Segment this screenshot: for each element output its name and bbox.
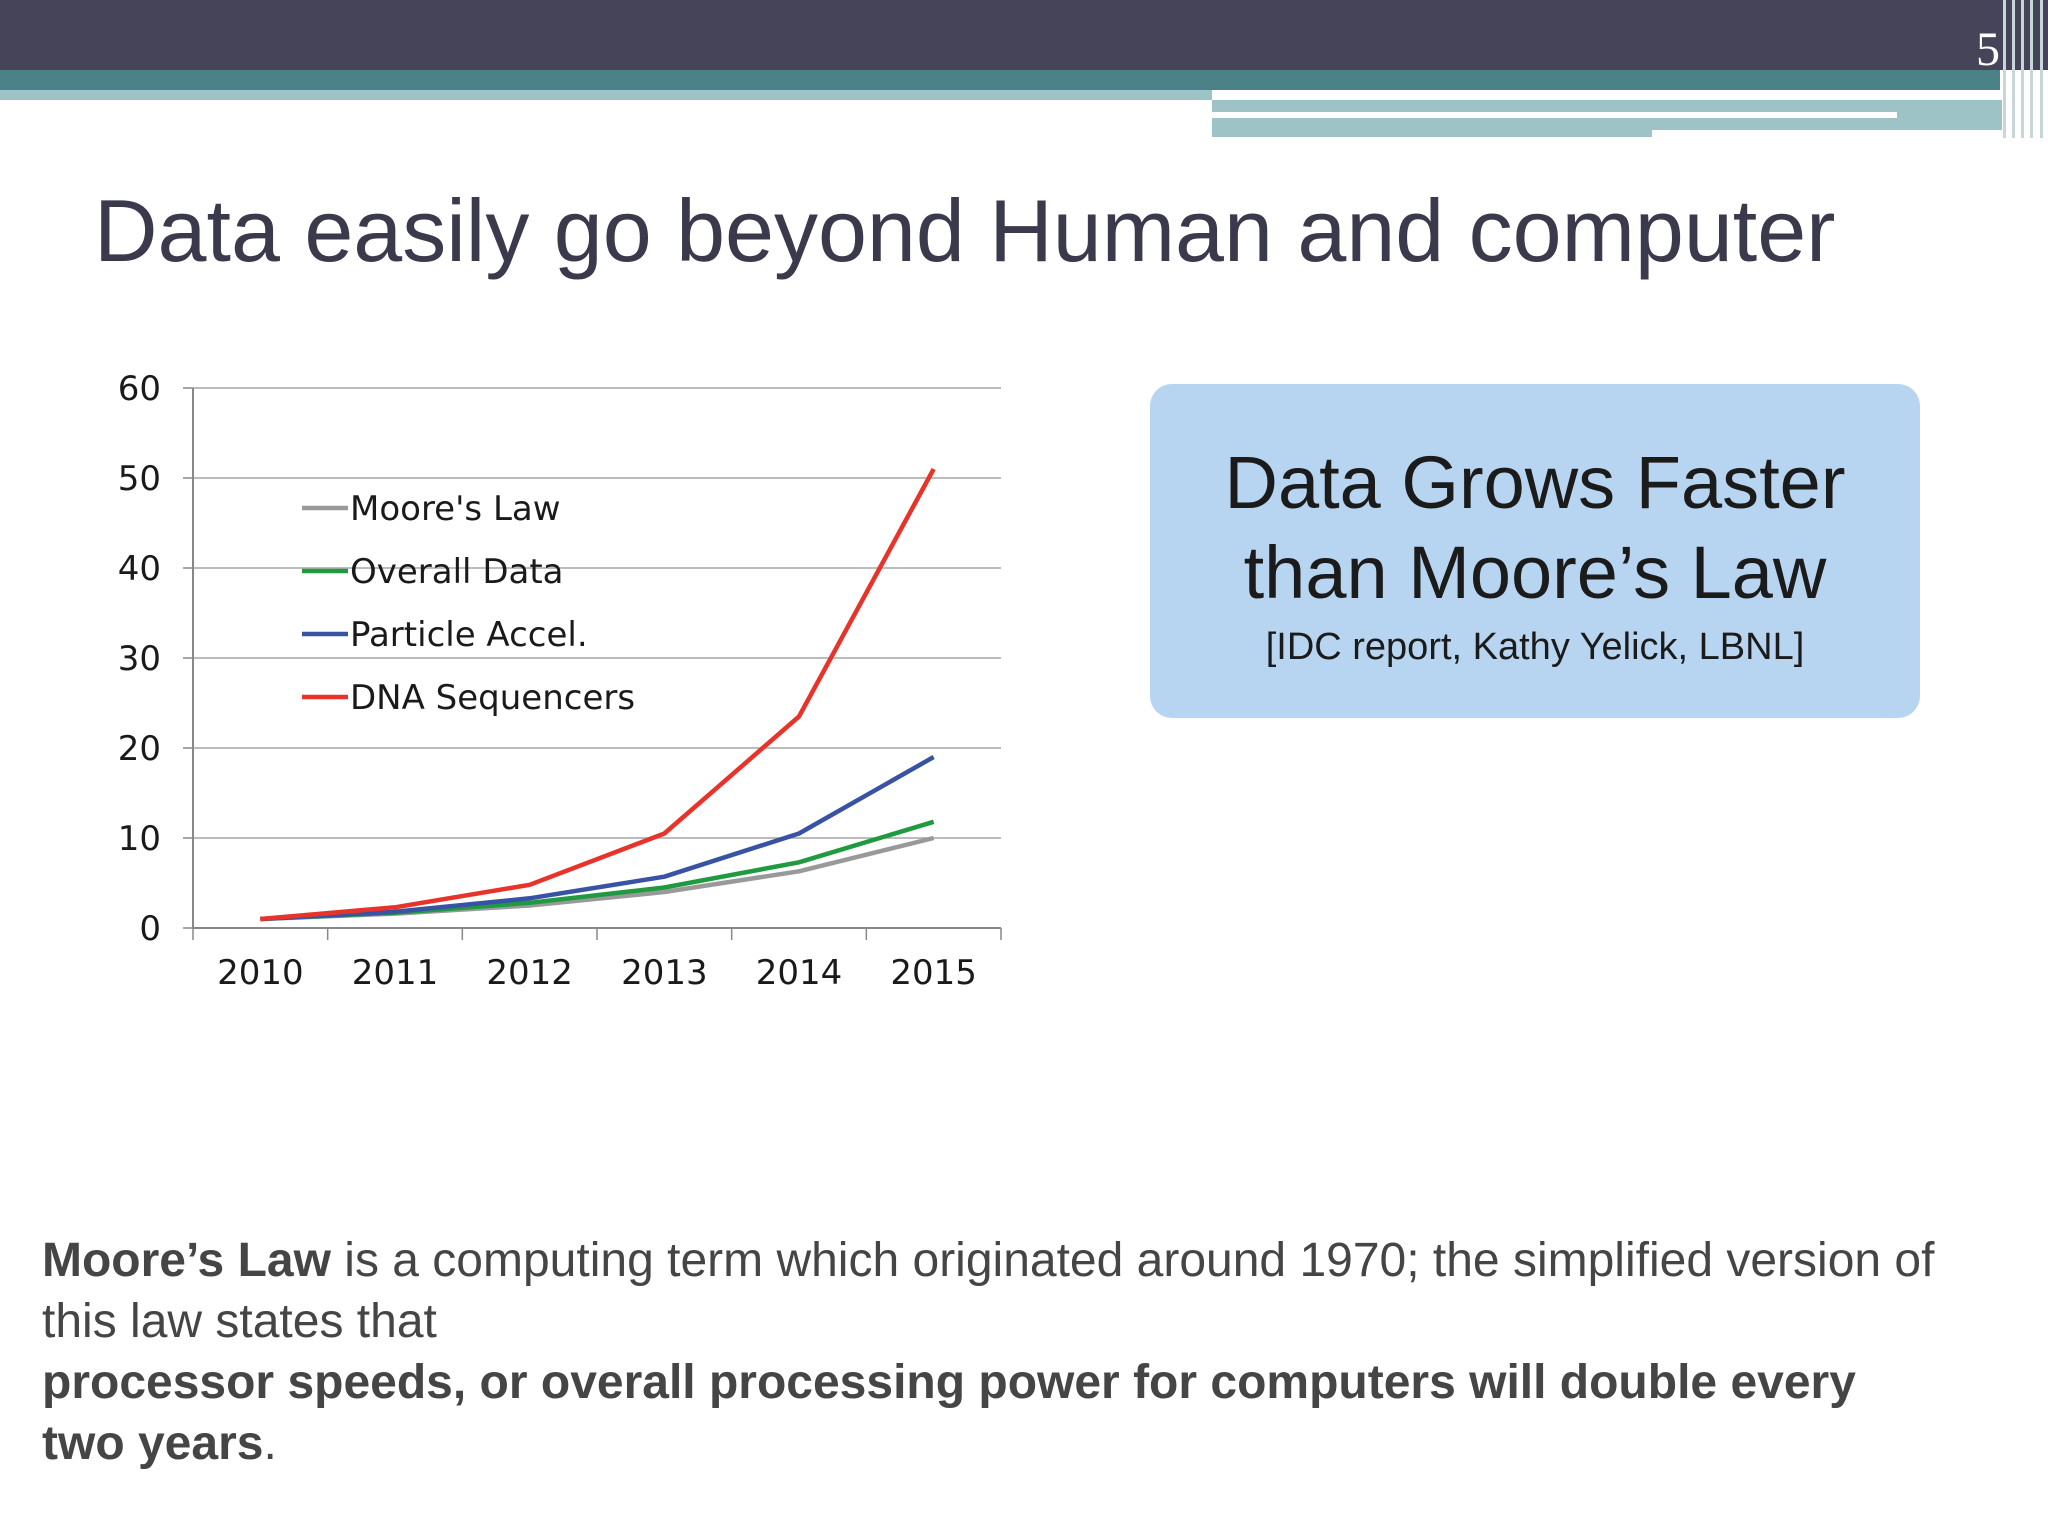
x-tick-label: 2013 [621,953,708,993]
y-tick-label: 20 [118,729,161,769]
callout-heading-line1: Data Grows Faster [1224,441,1846,524]
header-stripe [2003,0,2006,138]
callout-citation: [IDC report, Kathy Yelick, LBNL] [1265,626,1805,668]
chart-legend: Moore's Law Overall Data Particle Accel. DN… [302,489,635,718]
legend-label-overall-data: Overall Data [350,552,564,592]
callout-box: Data Grows Faster than Moore’s Law [IDC … [1150,384,1920,718]
chart-series [260,467,936,922]
y-tick-label: 60 [118,369,161,409]
moores-law-term: Moore’s Law [42,1234,331,1287]
header-band-gap [1652,130,2002,137]
moores-law-description: is a computing term which originated aro… [42,1234,1935,1348]
legend-label-particle-accel: Particle Accel. [350,615,588,655]
header-divider-line [1212,112,1897,118]
header-light-band [0,90,1212,100]
moores-law-statement: processor speeds, or overall processing … [42,1356,1856,1470]
y-tick-label: 0 [139,909,161,949]
header-stripe [2021,0,2024,138]
x-tick-label: 2015 [890,953,977,993]
series-line-dna-sequencers [260,467,936,922]
header-accent-band [0,70,2000,90]
header-bar [0,0,2048,70]
chart-axes: 0 10 20 30 40 50 60 2010 2011 2012 2013 2014 2015 [118,369,1002,993]
moores-law-paragraph: Moore’s Law is a computing term which or… [42,1230,1942,1474]
callout-heading-line2: than Moore’s Law [1243,531,1827,614]
legend-label-dna-sequencers: DNA Sequencers [350,678,635,718]
series-line-particle-accel [260,755,935,922]
x-tick-label: 2011 [352,953,439,993]
legend-label-moore-s-law: Moore's Law [350,489,561,529]
header-stripe [2012,0,2015,138]
slide-number: 5 [1976,23,2000,76]
y-tick-label: 40 [118,549,161,589]
series-line-overall-data [260,819,935,922]
growth-line-chart: 0 10 20 30 40 50 60 2010 2011 2012 2013 2014 2015 Mo… [118,369,1002,993]
chart-gridlines [193,387,1001,839]
header-stripe [2040,0,2043,138]
y-tick-label: 10 [118,819,161,859]
y-tick-label: 50 [118,459,161,499]
y-tick-label: 30 [118,639,161,679]
x-tick-label: 2010 [217,953,304,993]
header-stripe [2030,0,2033,138]
x-tick-label: 2014 [756,953,843,993]
slide-title: Data easily go beyond Human and computer [94,181,1836,280]
paragraph-end: . [263,1417,277,1470]
x-tick-label: 2012 [486,953,573,993]
